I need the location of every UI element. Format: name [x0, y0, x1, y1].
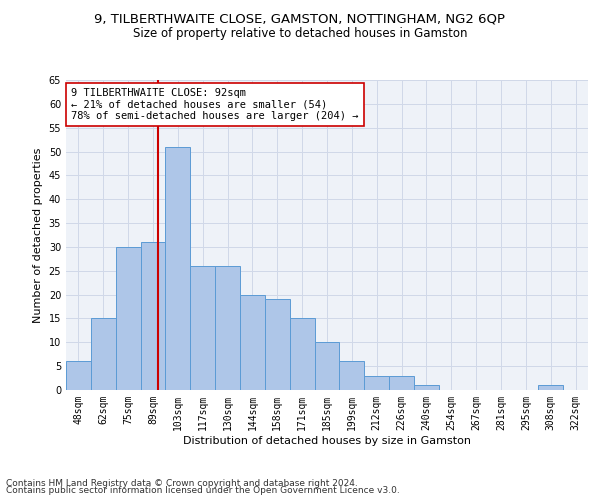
Text: 9, TILBERTHWAITE CLOSE, GAMSTON, NOTTINGHAM, NG2 6QP: 9, TILBERTHWAITE CLOSE, GAMSTON, NOTTING… — [95, 12, 505, 26]
Bar — [389, 376, 414, 390]
Bar — [290, 318, 314, 390]
Text: Size of property relative to detached houses in Gamston: Size of property relative to detached ho… — [133, 28, 467, 40]
Bar — [240, 294, 265, 390]
Bar — [66, 362, 91, 390]
X-axis label: Distribution of detached houses by size in Gamston: Distribution of detached houses by size … — [183, 436, 471, 446]
Bar — [314, 342, 340, 390]
Bar — [190, 266, 215, 390]
Bar — [215, 266, 240, 390]
Bar — [265, 300, 290, 390]
Bar — [538, 385, 563, 390]
Bar — [166, 147, 190, 390]
Bar — [116, 247, 140, 390]
Bar — [91, 318, 116, 390]
Bar — [340, 362, 364, 390]
Text: 9 TILBERTHWAITE CLOSE: 92sqm
← 21% of detached houses are smaller (54)
78% of se: 9 TILBERTHWAITE CLOSE: 92sqm ← 21% of de… — [71, 88, 359, 121]
Bar — [364, 376, 389, 390]
Bar — [414, 385, 439, 390]
Text: Contains HM Land Registry data © Crown copyright and database right 2024.: Contains HM Land Registry data © Crown c… — [6, 478, 358, 488]
Text: Contains public sector information licensed under the Open Government Licence v3: Contains public sector information licen… — [6, 486, 400, 495]
Y-axis label: Number of detached properties: Number of detached properties — [33, 148, 43, 322]
Bar — [140, 242, 166, 390]
